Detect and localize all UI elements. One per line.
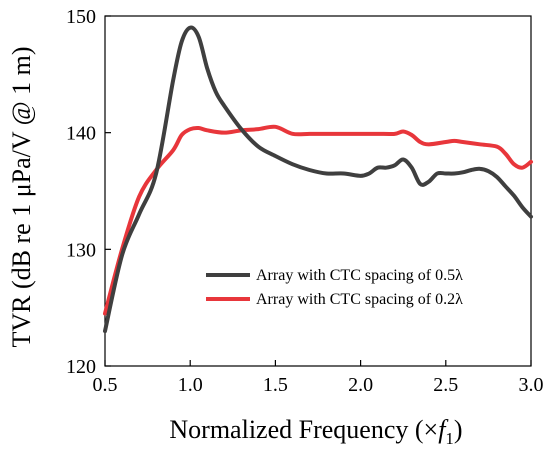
legend-label: Array with CTC spacing of 0.2λ <box>256 291 463 308</box>
y-tick-label: 140 <box>66 123 96 145</box>
axes: 0.5 1.0 1.5 2.0 2.5 3.0 120 130 140 150 <box>66 6 544 396</box>
x-axis-title: Normalized Frequency (×f1) <box>169 415 462 448</box>
series-layer <box>103 25 533 333</box>
x-tick-label: 2.5 <box>433 374 458 396</box>
series-line-ctc-0-2-lambda <box>103 124 533 316</box>
plot-area <box>104 15 532 367</box>
y-axis-title: TVR (dB re 1 μPa/V @ 1 m) <box>7 47 36 348</box>
legend: Array with CTC spacing of 0.5λ Array with… <box>206 267 463 308</box>
x-axis-title-sub: 1 <box>445 429 454 448</box>
x-axis-title-main: Normalized Frequency (× <box>169 415 438 444</box>
x-tick-label: 0.5 <box>93 374 118 396</box>
plot-frame <box>104 15 532 367</box>
y-tick-label: 130 <box>66 239 96 261</box>
x-tick-label: 1.0 <box>178 374 203 396</box>
x-tick-label: 2.0 <box>348 374 373 396</box>
series-line-ctc-0-5-lambda <box>103 25 533 333</box>
legend-label: Array with CTC spacing of 0.5λ <box>256 267 463 284</box>
y-tick-label: 150 <box>66 6 96 28</box>
x-tick-label: 1.5 <box>263 374 288 396</box>
x-axis-title-close: ) <box>454 415 463 444</box>
x-tick-label: 3.0 <box>519 374 544 396</box>
x-axis-title-var: f <box>438 415 449 444</box>
y-tick-label: 120 <box>66 356 96 378</box>
